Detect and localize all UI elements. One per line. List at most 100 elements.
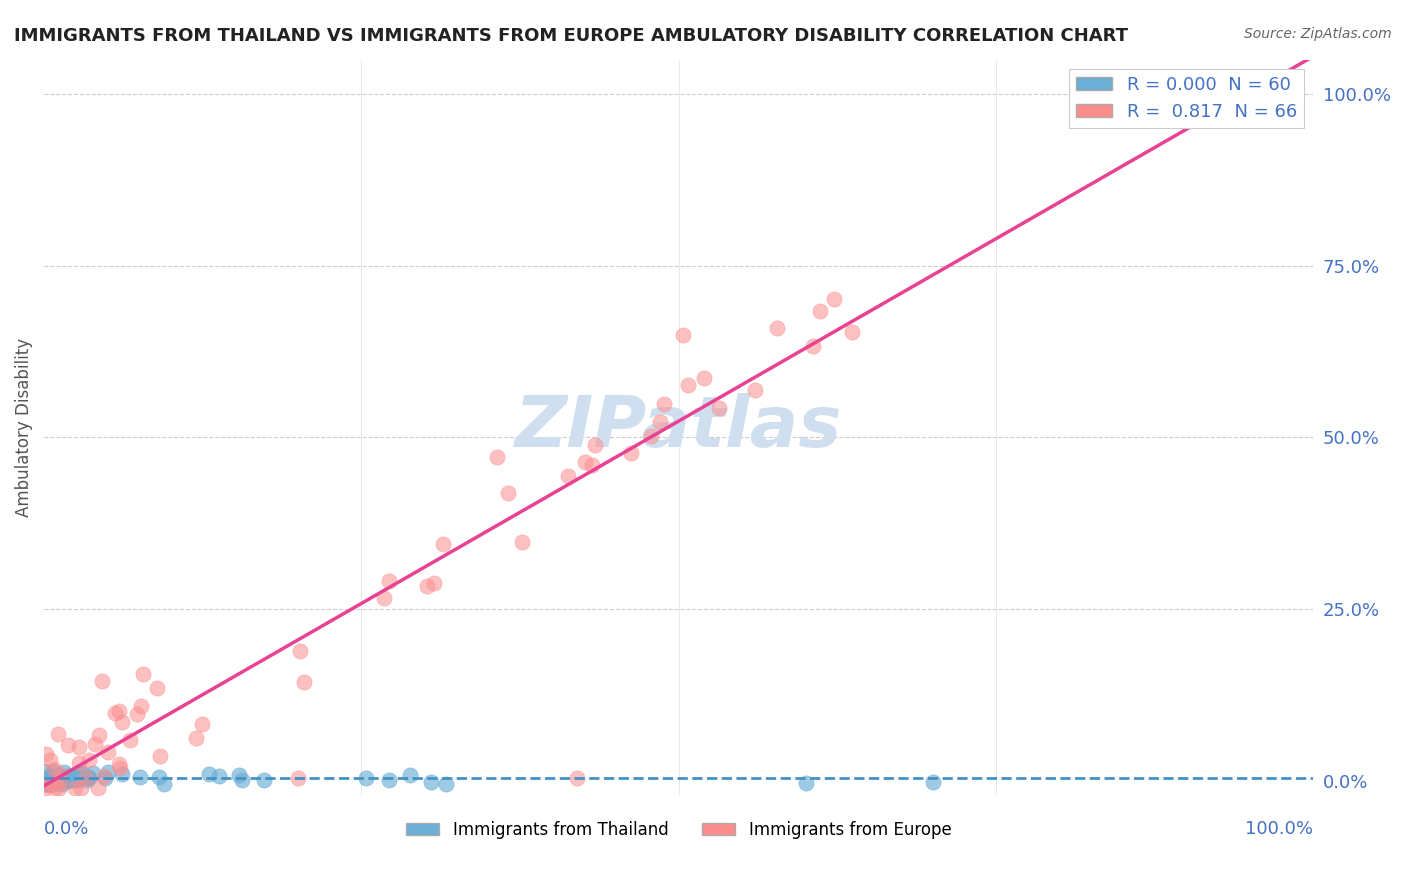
Point <box>70 766 93 780</box>
Point <box>118 732 141 747</box>
Point <box>640 429 662 443</box>
Point <box>44 780 66 795</box>
Point <box>52 765 75 780</box>
Point <box>75 770 97 784</box>
Point <box>676 377 699 392</box>
Point <box>35 773 58 788</box>
Point <box>69 772 91 787</box>
Point <box>56 769 79 783</box>
Point <box>841 325 863 339</box>
Point <box>354 771 377 785</box>
Point <box>253 772 276 787</box>
Point <box>62 770 84 784</box>
Point <box>108 761 131 775</box>
Point <box>672 327 695 342</box>
Text: 100.0%: 100.0% <box>1246 821 1313 838</box>
Point <box>125 706 148 721</box>
Point <box>67 739 90 754</box>
Point <box>38 769 60 783</box>
Point <box>76 770 98 784</box>
Point <box>39 753 62 767</box>
Point <box>86 780 108 795</box>
Point <box>38 776 60 790</box>
Point <box>37 772 59 787</box>
Point <box>76 773 98 788</box>
Point <box>58 773 80 788</box>
Point <box>39 769 62 783</box>
Point <box>37 772 59 786</box>
Point <box>510 534 533 549</box>
Point <box>198 766 221 780</box>
Point <box>377 574 399 589</box>
Point <box>87 728 110 742</box>
Point <box>823 292 845 306</box>
Point <box>693 371 716 385</box>
Point <box>654 397 676 411</box>
Point <box>48 773 70 788</box>
Point <box>808 303 831 318</box>
Point <box>77 753 100 767</box>
Point <box>432 537 454 551</box>
Point <box>231 772 253 787</box>
Point <box>44 776 66 790</box>
Point <box>93 769 115 783</box>
Point <box>744 383 766 397</box>
Point <box>49 774 72 789</box>
Point <box>56 774 79 789</box>
Point <box>485 450 508 464</box>
Point <box>51 770 73 784</box>
Point <box>35 780 58 795</box>
Point <box>67 756 90 770</box>
Point <box>228 768 250 782</box>
Point <box>51 772 73 786</box>
Point <box>128 770 150 784</box>
Text: ZIPatlas: ZIPatlas <box>515 392 842 462</box>
Point <box>111 766 134 780</box>
Point <box>62 772 84 787</box>
Point <box>67 764 90 779</box>
Point <box>58 772 80 786</box>
Point <box>373 591 395 605</box>
Point <box>108 757 131 772</box>
Point <box>32 777 55 791</box>
Point <box>70 780 93 795</box>
Legend: Immigrants from Thailand, Immigrants from Europe: Immigrants from Thailand, Immigrants fro… <box>399 814 957 846</box>
Text: 0.0%: 0.0% <box>44 821 90 838</box>
Point <box>803 339 825 353</box>
Point <box>35 747 58 762</box>
Text: IMMIGRANTS FROM THAILAND VS IMMIGRANTS FROM EUROPE AMBULATORY DISABILITY CORRELA: IMMIGRANTS FROM THAILAND VS IMMIGRANTS F… <box>14 27 1128 45</box>
Point <box>37 778 59 792</box>
Point <box>59 773 82 788</box>
Point <box>420 775 443 789</box>
Point <box>148 770 170 784</box>
Point <box>58 738 80 752</box>
Point <box>146 681 169 695</box>
Point <box>111 714 134 729</box>
Point <box>190 717 212 731</box>
Point <box>42 773 65 788</box>
Point <box>794 776 817 790</box>
Point <box>59 769 82 783</box>
Point <box>208 769 231 783</box>
Point <box>288 644 311 658</box>
Point <box>434 777 457 791</box>
Point <box>94 771 117 785</box>
Point <box>77 771 100 785</box>
Point <box>184 731 207 745</box>
Point <box>42 762 65 776</box>
Point <box>52 770 75 784</box>
Point <box>97 746 120 760</box>
Point <box>82 765 104 780</box>
Point <box>65 780 87 795</box>
Y-axis label: Ambulatory Disability: Ambulatory Disability <box>15 337 32 516</box>
Point <box>96 765 118 780</box>
Point <box>42 764 65 778</box>
Point <box>46 727 69 741</box>
Point <box>378 773 401 788</box>
Point <box>75 770 97 784</box>
Point <box>765 320 787 334</box>
Point <box>620 445 643 459</box>
Point <box>416 579 439 593</box>
Point <box>149 748 172 763</box>
Point <box>35 776 58 790</box>
